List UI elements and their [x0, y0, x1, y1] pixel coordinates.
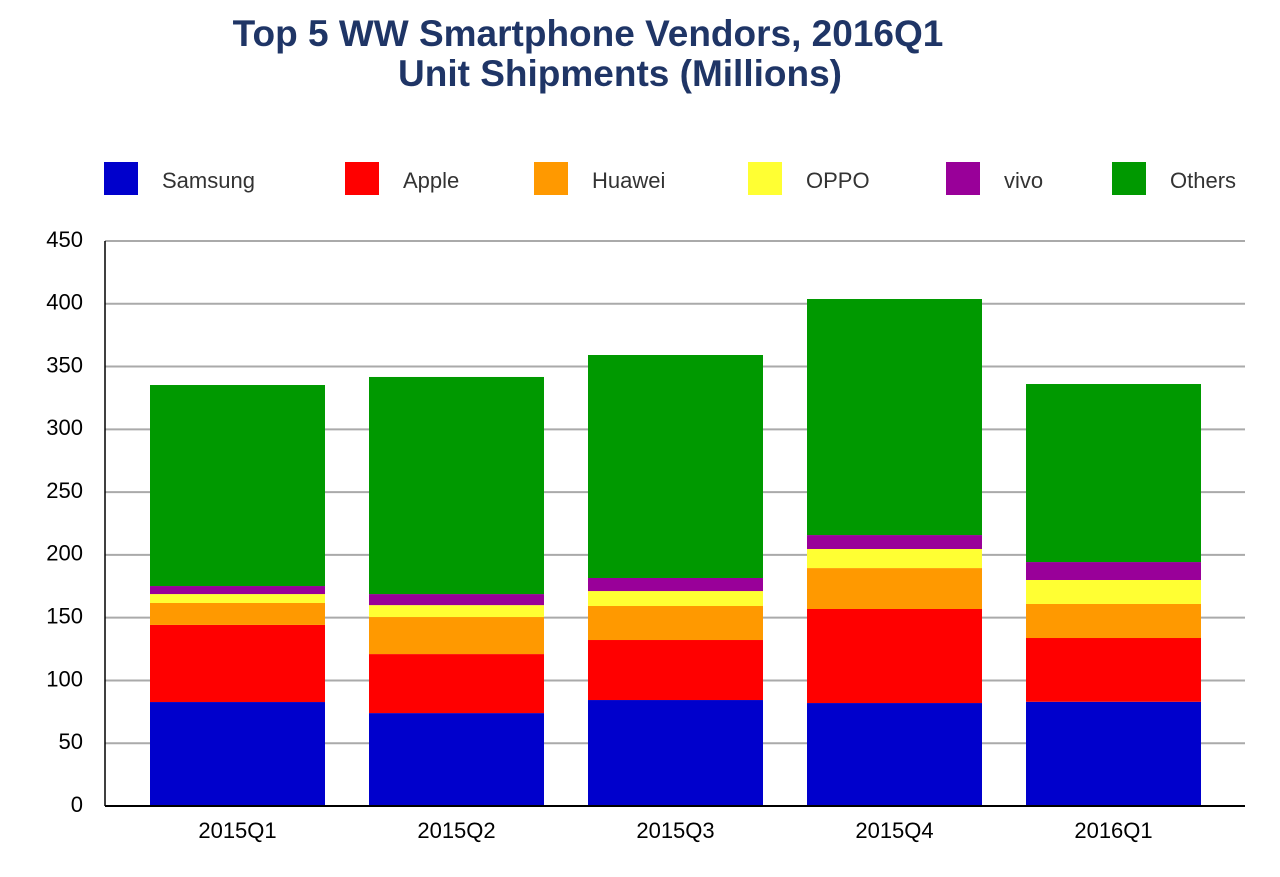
- bar-segment: [588, 605, 763, 641]
- y-tick-label: 150: [46, 603, 83, 628]
- legend-label: vivo: [1004, 168, 1043, 193]
- legend-swatch: [1112, 162, 1146, 195]
- bar-segment: [150, 586, 325, 595]
- bar-segment: [588, 355, 763, 578]
- y-tick-label: 0: [71, 792, 83, 817]
- legend-swatch: [104, 162, 138, 195]
- bar-segment: [807, 548, 982, 569]
- bar-segment: [1026, 701, 1201, 806]
- bar-segment: [807, 703, 982, 806]
- x-tick-label: 2016Q1: [1074, 818, 1152, 843]
- bar-segment: [807, 609, 982, 704]
- bar-segment: [150, 594, 325, 603]
- x-tick-label: 2015Q4: [855, 818, 933, 843]
- bar-segment: [369, 605, 544, 618]
- y-tick-label: 200: [46, 541, 83, 566]
- bar-segment: [369, 654, 544, 714]
- bar-segment: [150, 624, 325, 703]
- x-tick-label: 2015Q3: [636, 818, 714, 843]
- legend-label: OPPO: [806, 168, 870, 193]
- y-tick-label: 350: [46, 352, 83, 377]
- bar-segment: [807, 299, 982, 536]
- x-tick-label: 2015Q1: [198, 818, 276, 843]
- bar-segment: [1026, 384, 1201, 563]
- bar-segment: [588, 591, 763, 606]
- bar-segment: [369, 617, 544, 655]
- y-tick-label: 50: [59, 729, 83, 754]
- bar-segment: [1026, 562, 1201, 580]
- bar-segment: [588, 640, 763, 701]
- chart-title: Top 5 WW Smartphone Vendors, 2016Q1: [233, 13, 944, 54]
- bar-segment: [150, 385, 325, 587]
- legend-label: Samsung: [162, 168, 255, 193]
- y-tick-label: 100: [46, 666, 83, 691]
- legend-swatch: [748, 162, 782, 195]
- bar-segment: [369, 594, 544, 606]
- bar-segment: [150, 702, 325, 806]
- bar-segment: [150, 602, 325, 625]
- bar-segment: [369, 713, 544, 806]
- bar-segment: [807, 568, 982, 610]
- legend-label: Huawei: [592, 168, 665, 193]
- y-tick-label: 250: [46, 478, 83, 503]
- legend-label: Others: [1170, 168, 1236, 193]
- legend-swatch: [534, 162, 568, 195]
- x-tick-label: 2015Q2: [417, 818, 495, 843]
- bar-segment: [1026, 603, 1201, 639]
- bar-segment: [1026, 638, 1201, 702]
- y-tick-label: 300: [46, 415, 83, 440]
- bar-segment: [588, 700, 763, 806]
- bar-segment: [807, 535, 982, 549]
- bar-segment: [588, 577, 763, 592]
- legend-label: Apple: [403, 168, 459, 193]
- legend-swatch: [946, 162, 980, 195]
- bar-segment: [1026, 580, 1201, 604]
- y-tick-label: 450: [46, 227, 83, 252]
- legend-swatch: [345, 162, 379, 195]
- bar-segment: [369, 376, 544, 595]
- y-tick-label: 400: [46, 290, 83, 315]
- chart-subtitle: Unit Shipments (Millions): [398, 53, 842, 94]
